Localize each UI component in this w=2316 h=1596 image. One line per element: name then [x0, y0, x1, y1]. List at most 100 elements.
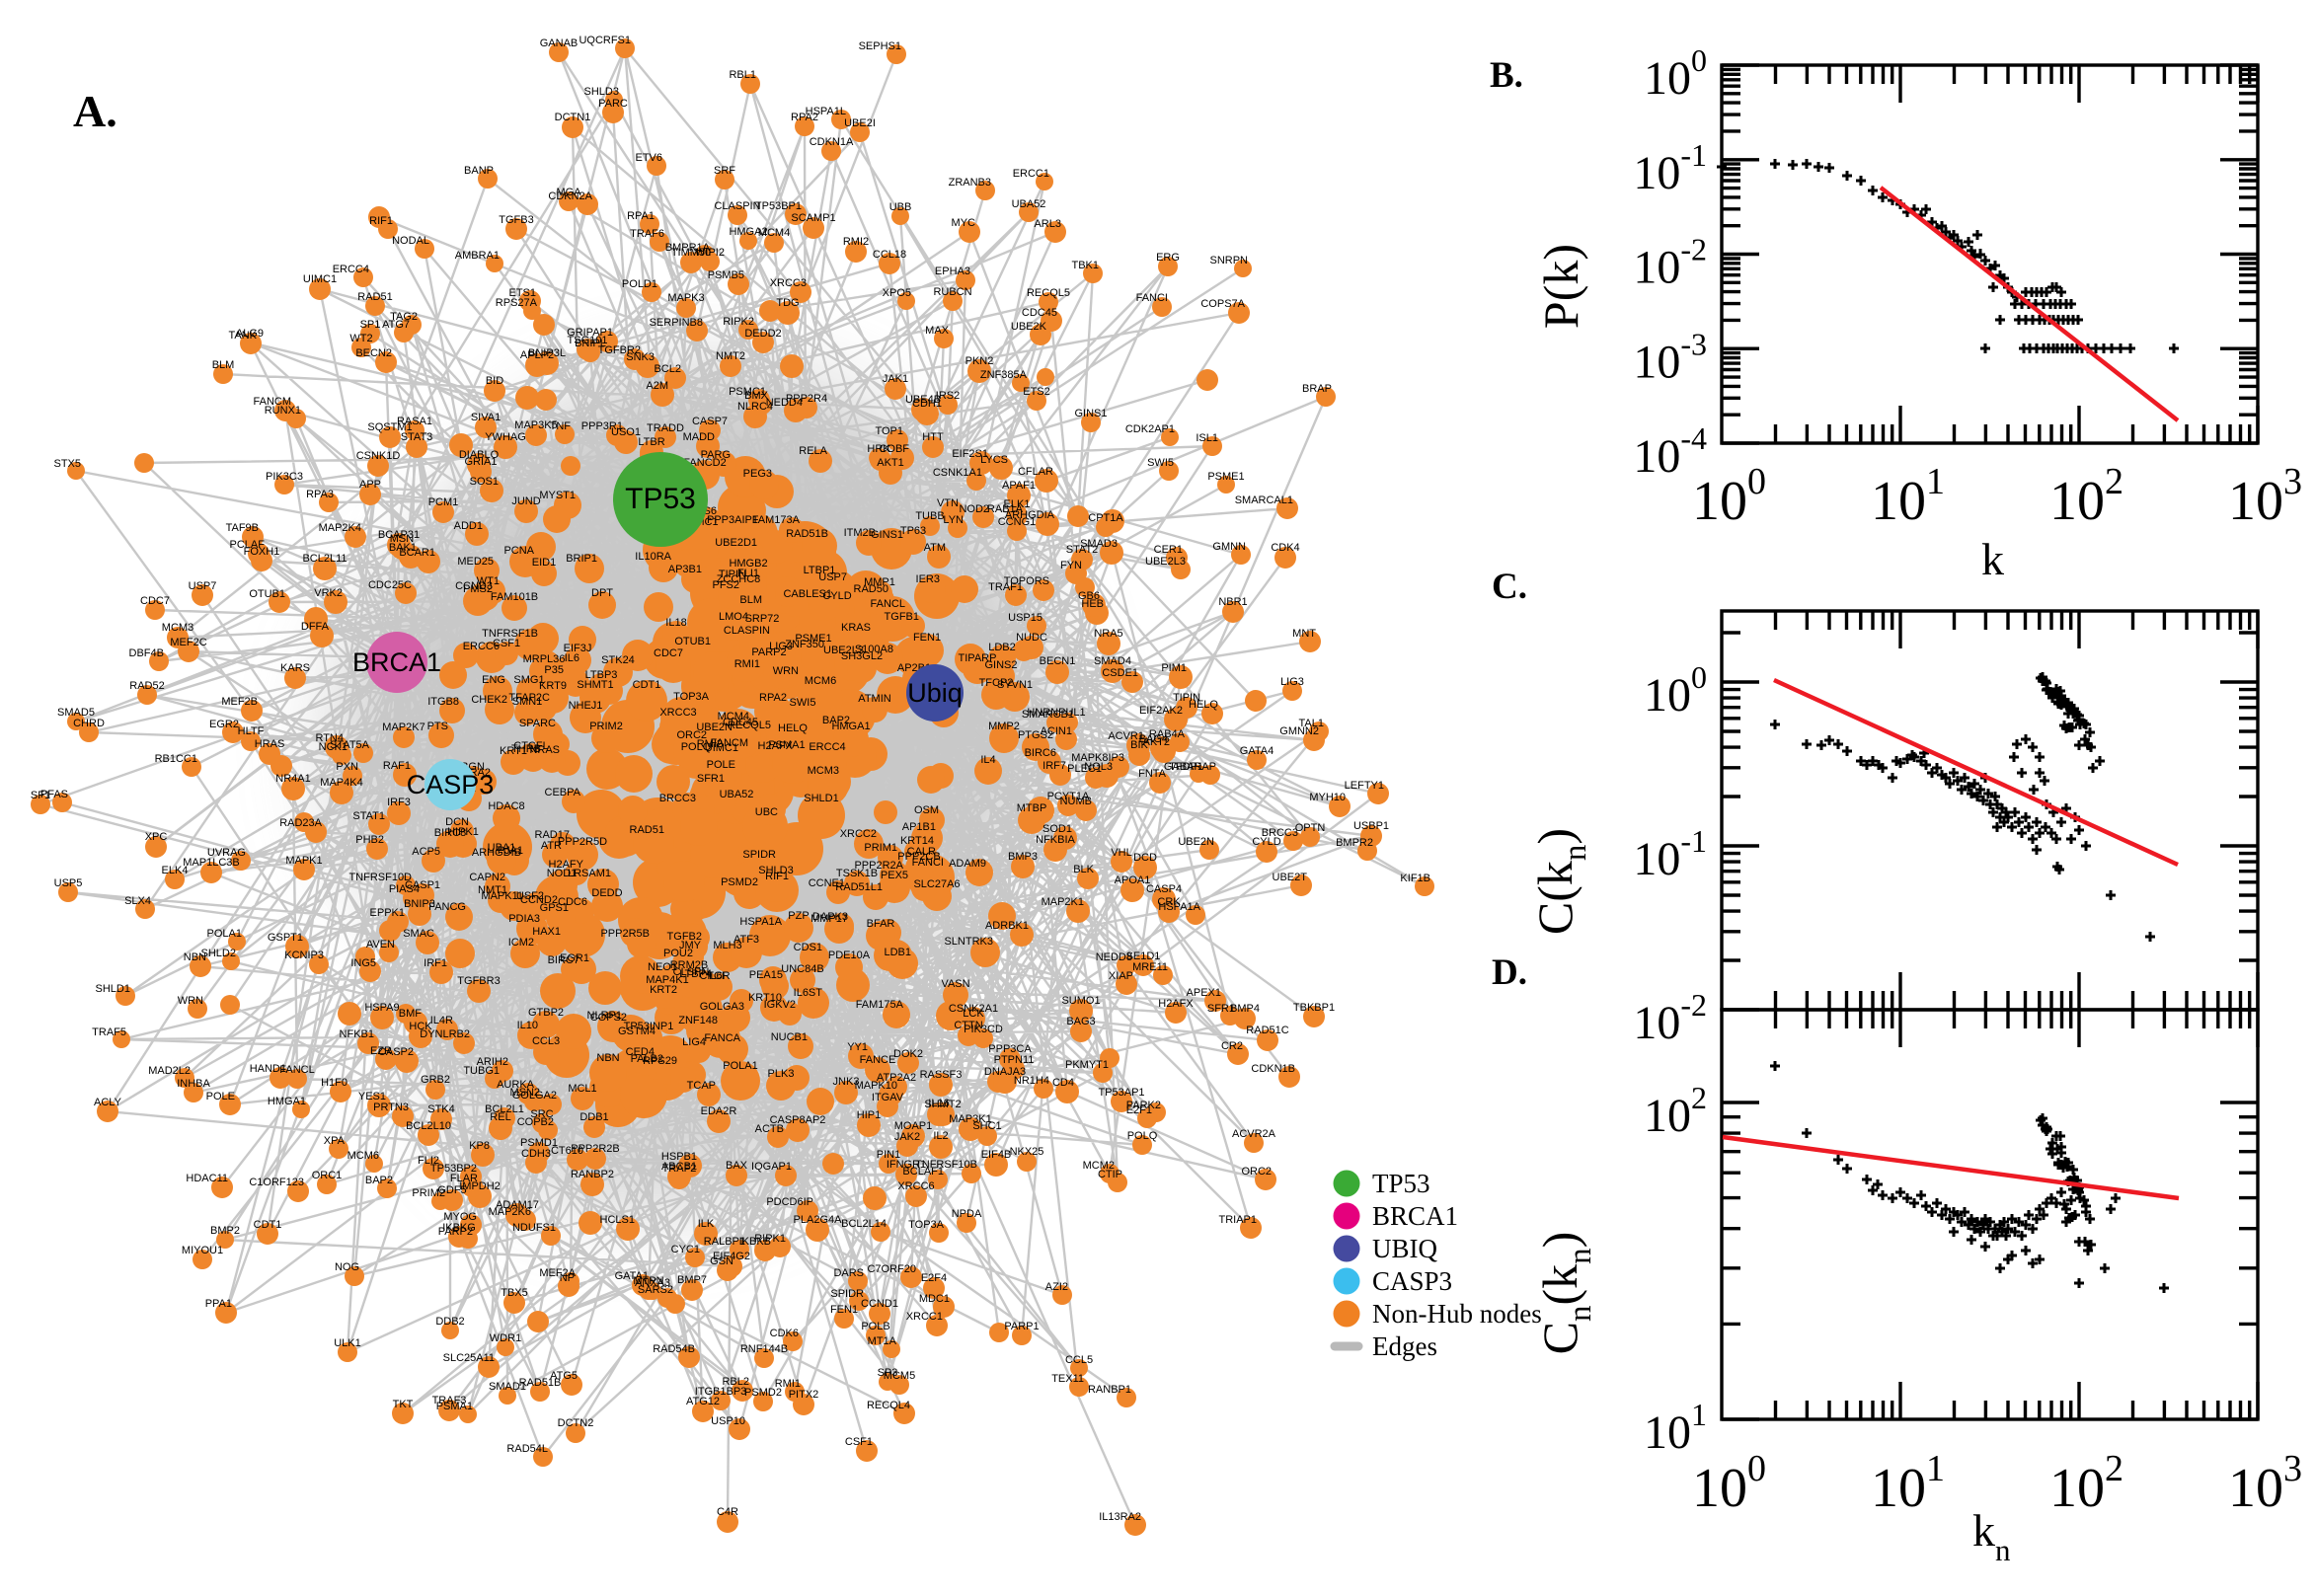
svg-text:CALR: CALR: [907, 846, 936, 858]
svg-text:GDF5: GDF5: [437, 1184, 466, 1196]
svg-text:CCL3: CCL3: [532, 1035, 560, 1047]
svg-text:LTBP4: LTBP4: [679, 968, 712, 980]
svg-text:BAP2: BAP2: [365, 1175, 393, 1186]
svg-text:RAD54L: RAD54L: [506, 1443, 548, 1455]
svg-text:TP53INP1: TP53INP1: [624, 1021, 674, 1032]
svg-text:SPARC: SPARC: [519, 718, 556, 729]
svg-text:C1ORF123: C1ORF123: [249, 1177, 304, 1188]
svg-text:ALG9: ALG9: [236, 328, 264, 340]
svg-text:A2M: A2M: [646, 380, 668, 392]
svg-text:ITGAV: ITGAV: [872, 1092, 904, 1103]
svg-text:RAB4A: RAB4A: [1149, 728, 1186, 740]
svg-text:IRF1: IRF1: [424, 957, 447, 969]
svg-text:CDT1: CDT1: [254, 1219, 282, 1231]
svg-text:PPP2R2B: PPP2R2B: [571, 1143, 620, 1155]
svg-text:NLRC4: NLRC4: [737, 401, 773, 413]
svg-text:GANAB: GANAB: [540, 38, 579, 49]
svg-text:SARS2: SARS2: [638, 1284, 673, 1296]
svg-text:TIPARP: TIPARP: [959, 652, 997, 664]
svg-text:PPP2R2A: PPP2R2A: [854, 860, 903, 872]
svg-text:BMP4: BMP4: [1230, 1003, 1260, 1015]
svg-text:Edges: Edges: [1372, 1331, 1437, 1361]
svg-text:FAM101B: FAM101B: [491, 591, 538, 603]
svg-text:SIVA1: SIVA1: [471, 412, 501, 423]
svg-text:SLNTRK3: SLNTRK3: [944, 936, 993, 948]
svg-text:RNF144B: RNF144B: [740, 1343, 788, 1355]
svg-text:TEX11: TEX11: [1051, 1373, 1084, 1385]
svg-text:H2AFX: H2AFX: [1158, 998, 1194, 1010]
svg-text:IGKV2: IGKV2: [764, 999, 796, 1011]
svg-text:PCLAF: PCLAF: [230, 539, 266, 551]
svg-text:P35: P35: [544, 664, 564, 676]
svg-text:BMP3: BMP3: [1008, 851, 1038, 863]
svg-text:SLC25A11: SLC25A11: [443, 1352, 495, 1364]
svg-text:UIMC1: UIMC1: [705, 742, 738, 754]
svg-text:REL: REL: [490, 1111, 510, 1123]
svg-text:PARP1: PARP1: [1004, 1321, 1039, 1332]
svg-text:CASP8AP2: CASP8AP2: [770, 1114, 826, 1126]
svg-text:RECQL4: RECQL4: [867, 1400, 910, 1411]
svg-text:KARS: KARS: [280, 662, 310, 674]
svg-text:NODAL: NODAL: [392, 235, 429, 247]
svg-text:TSG101: TSG101: [568, 335, 608, 346]
svg-text:IL6: IL6: [565, 652, 579, 664]
svg-text:IRF3: IRF3: [387, 797, 411, 808]
svg-text:FEN1: FEN1: [830, 1304, 858, 1316]
svg-text:BRAP: BRAP: [1302, 383, 1332, 395]
svg-text:RIF1: RIF1: [369, 215, 393, 227]
svg-text:MMP1: MMP1: [864, 576, 895, 588]
svg-text:RIF1: RIF1: [765, 871, 789, 882]
svg-text:DNAJA3: DNAJA3: [984, 1066, 1026, 1078]
svg-text:POLA1: POLA1: [723, 1060, 757, 1072]
svg-text:CDK4: CDK4: [1271, 542, 1299, 554]
svg-text:BECN2: BECN2: [355, 347, 392, 359]
svg-text:HDAC8: HDAC8: [488, 800, 524, 812]
svg-text:RUBCN: RUBCN: [933, 286, 971, 298]
svg-text:BCL2L10: BCL2L10: [406, 1120, 451, 1132]
svg-text:PTS: PTS: [427, 721, 448, 732]
svg-text:UBE2N: UBE2N: [696, 722, 733, 733]
svg-text:ATG5: ATG5: [550, 1370, 578, 1382]
svg-text:TP53: TP53: [1372, 1169, 1430, 1198]
svg-text:USF2: USF2: [516, 890, 544, 902]
svg-text:ORC2: ORC2: [676, 729, 707, 741]
svg-text:CDH1: CDH1: [912, 398, 942, 410]
svg-text:IL4R: IL4R: [430, 1015, 453, 1026]
svg-text:SCAMP1: SCAMP1: [791, 212, 835, 224]
svg-text:PLA2G4A: PLA2G4A: [794, 1214, 843, 1226]
svg-text:IL16: IL16: [928, 1098, 949, 1109]
svg-text:WRN: WRN: [178, 995, 203, 1007]
svg-text:BAP2: BAP2: [822, 715, 850, 726]
svg-text:NMT1: NMT1: [478, 884, 507, 896]
svg-text:CSNK1D: CSNK1D: [356, 450, 401, 462]
svg-text:BID: BID: [486, 375, 503, 387]
svg-text:SMAD3: SMAD3: [1080, 538, 1118, 550]
svg-text:RELA: RELA: [799, 445, 827, 457]
svg-text:E2F4: E2F4: [921, 1272, 947, 1284]
svg-text:RAD51: RAD51: [357, 291, 392, 303]
svg-text:AMBRA1: AMBRA1: [455, 250, 500, 262]
svg-text:TAF9B: TAF9B: [226, 522, 259, 534]
svg-text:MADD: MADD: [683, 431, 715, 443]
svg-text:DBF4B: DBF4B: [129, 647, 164, 659]
svg-text:HIPK1: HIPK1: [447, 826, 479, 838]
svg-text:UBB: UBB: [889, 201, 912, 213]
svg-text:HIP1: HIP1: [857, 1109, 881, 1121]
svg-text:D.: D.: [1492, 952, 1527, 993]
svg-text:CAPN2: CAPN2: [469, 872, 505, 883]
svg-text:PIK3CD: PIK3CD: [964, 1024, 1003, 1035]
svg-text:IL13RA2: IL13RA2: [1099, 1511, 1141, 1523]
svg-text:GSTM4: GSTM4: [618, 1026, 656, 1037]
svg-text:CASP4: CASP4: [1146, 883, 1182, 895]
svg-text:PRIM1: PRIM1: [864, 842, 897, 854]
svg-text:ANXA3: ANXA3: [635, 1277, 670, 1289]
svg-text:XPA: XPA: [324, 1135, 346, 1147]
svg-text:HSPA1A: HSPA1A: [1158, 901, 1200, 913]
svg-text:KRT9: KRT9: [539, 680, 567, 692]
svg-text:MYC: MYC: [952, 217, 976, 229]
svg-text:CCND2: CCND2: [520, 894, 558, 906]
svg-text:ARIH2: ARIH2: [477, 1056, 508, 1068]
svg-text:ZNF385A: ZNF385A: [980, 369, 1028, 381]
svg-text:USP7: USP7: [189, 580, 217, 592]
svg-text:100: 100: [1692, 1448, 1766, 1519]
